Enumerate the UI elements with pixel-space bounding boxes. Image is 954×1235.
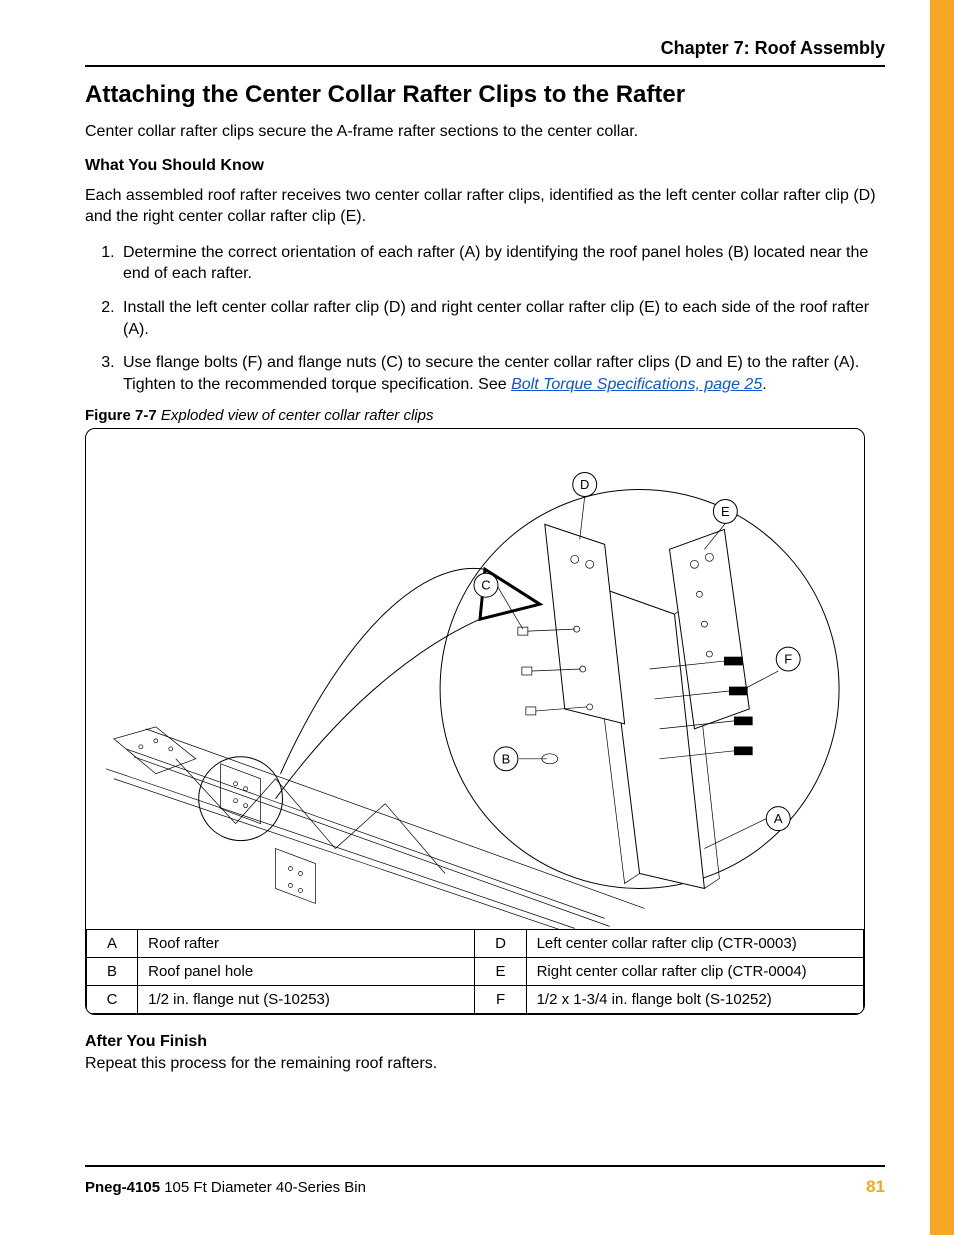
callout-label: E (721, 504, 730, 519)
torque-spec-link[interactable]: Bolt Torque Specifications, page 25 (511, 376, 762, 393)
legend-key: A (87, 930, 138, 958)
exploded-view-illustration: A B C D E F (86, 429, 864, 929)
callout-label: D (580, 477, 589, 492)
step-item: Use flange bolts (F) and flange nuts (C)… (119, 352, 885, 395)
what-you-should-know-paragraph: Each assembled roof rafter receives two … (85, 185, 885, 228)
legend-key: D (475, 930, 526, 958)
figure-caption: Figure 7-7 Exploded view of center colla… (85, 407, 885, 424)
what-you-should-know-heading: What You Should Know (85, 157, 885, 175)
step-item: Install the left center collar rafter cl… (119, 297, 885, 340)
table-row: C 1/2 in. flange nut (S-10253) F 1/2 x 1… (87, 986, 864, 1014)
figure-legend-table: A Roof rafter D Left center collar rafte… (86, 929, 864, 1014)
chapter-heading: Chapter 7: Roof Assembly (85, 38, 885, 67)
legend-key: F (475, 986, 526, 1014)
legend-desc: 1/2 x 1-3/4 in. flange bolt (S-10252) (526, 986, 863, 1014)
legend-desc: 1/2 in. flange nut (S-10253) (138, 986, 475, 1014)
table-row: A Roof rafter D Left center collar rafte… (87, 930, 864, 958)
after-you-finish: After You Finish Repeat this process for… (85, 1033, 885, 1075)
callout-label: C (481, 578, 490, 593)
legend-key: B (87, 958, 138, 986)
footer-doc-bold: Pneg-4105 (85, 1179, 160, 1196)
page-accent-bar (930, 0, 954, 1235)
legend-desc: Roof panel hole (138, 958, 475, 986)
page-content: Chapter 7: Roof Assembly Attaching the C… (85, 38, 885, 1089)
figure-label: Figure 7-7 (85, 407, 157, 424)
after-finish-heading: After You Finish (85, 1033, 885, 1051)
figure-caption-text: Exploded view of center collar rafter cl… (161, 407, 434, 424)
table-row: B Roof panel hole E Right center collar … (87, 958, 864, 986)
legend-desc: Roof rafter (138, 930, 475, 958)
page-number: 81 (866, 1177, 885, 1197)
footer-doc-rest: 105 Ft Diameter 40-Series Bin (160, 1179, 366, 1196)
legend-key: C (87, 986, 138, 1014)
legend-desc: Left center collar rafter clip (CTR-0003… (526, 930, 863, 958)
legend-key: E (475, 958, 526, 986)
step-item: Determine the correct orientation of eac… (119, 242, 885, 285)
figure-box: A B C D E F A Roof rafter D Left center … (85, 428, 865, 1015)
legend-desc: Right center collar rafter clip (CTR-000… (526, 958, 863, 986)
step-list: Determine the correct orientation of eac… (119, 242, 885, 396)
after-finish-paragraph: Repeat this process for the remaining ro… (85, 1053, 885, 1075)
callout-label: A (774, 811, 783, 826)
page-title: Attaching the Center Collar Rafter Clips… (85, 81, 885, 109)
step-text-end: . (762, 376, 766, 393)
callout-label: B (502, 752, 511, 767)
callout-label: F (784, 652, 792, 667)
footer-doc-id: Pneg-4105 105 Ft Diameter 40-Series Bin (85, 1179, 366, 1196)
page-footer: Pneg-4105 105 Ft Diameter 40-Series Bin … (85, 1165, 885, 1197)
intro-paragraph: Center collar rafter clips secure the A-… (85, 121, 885, 143)
